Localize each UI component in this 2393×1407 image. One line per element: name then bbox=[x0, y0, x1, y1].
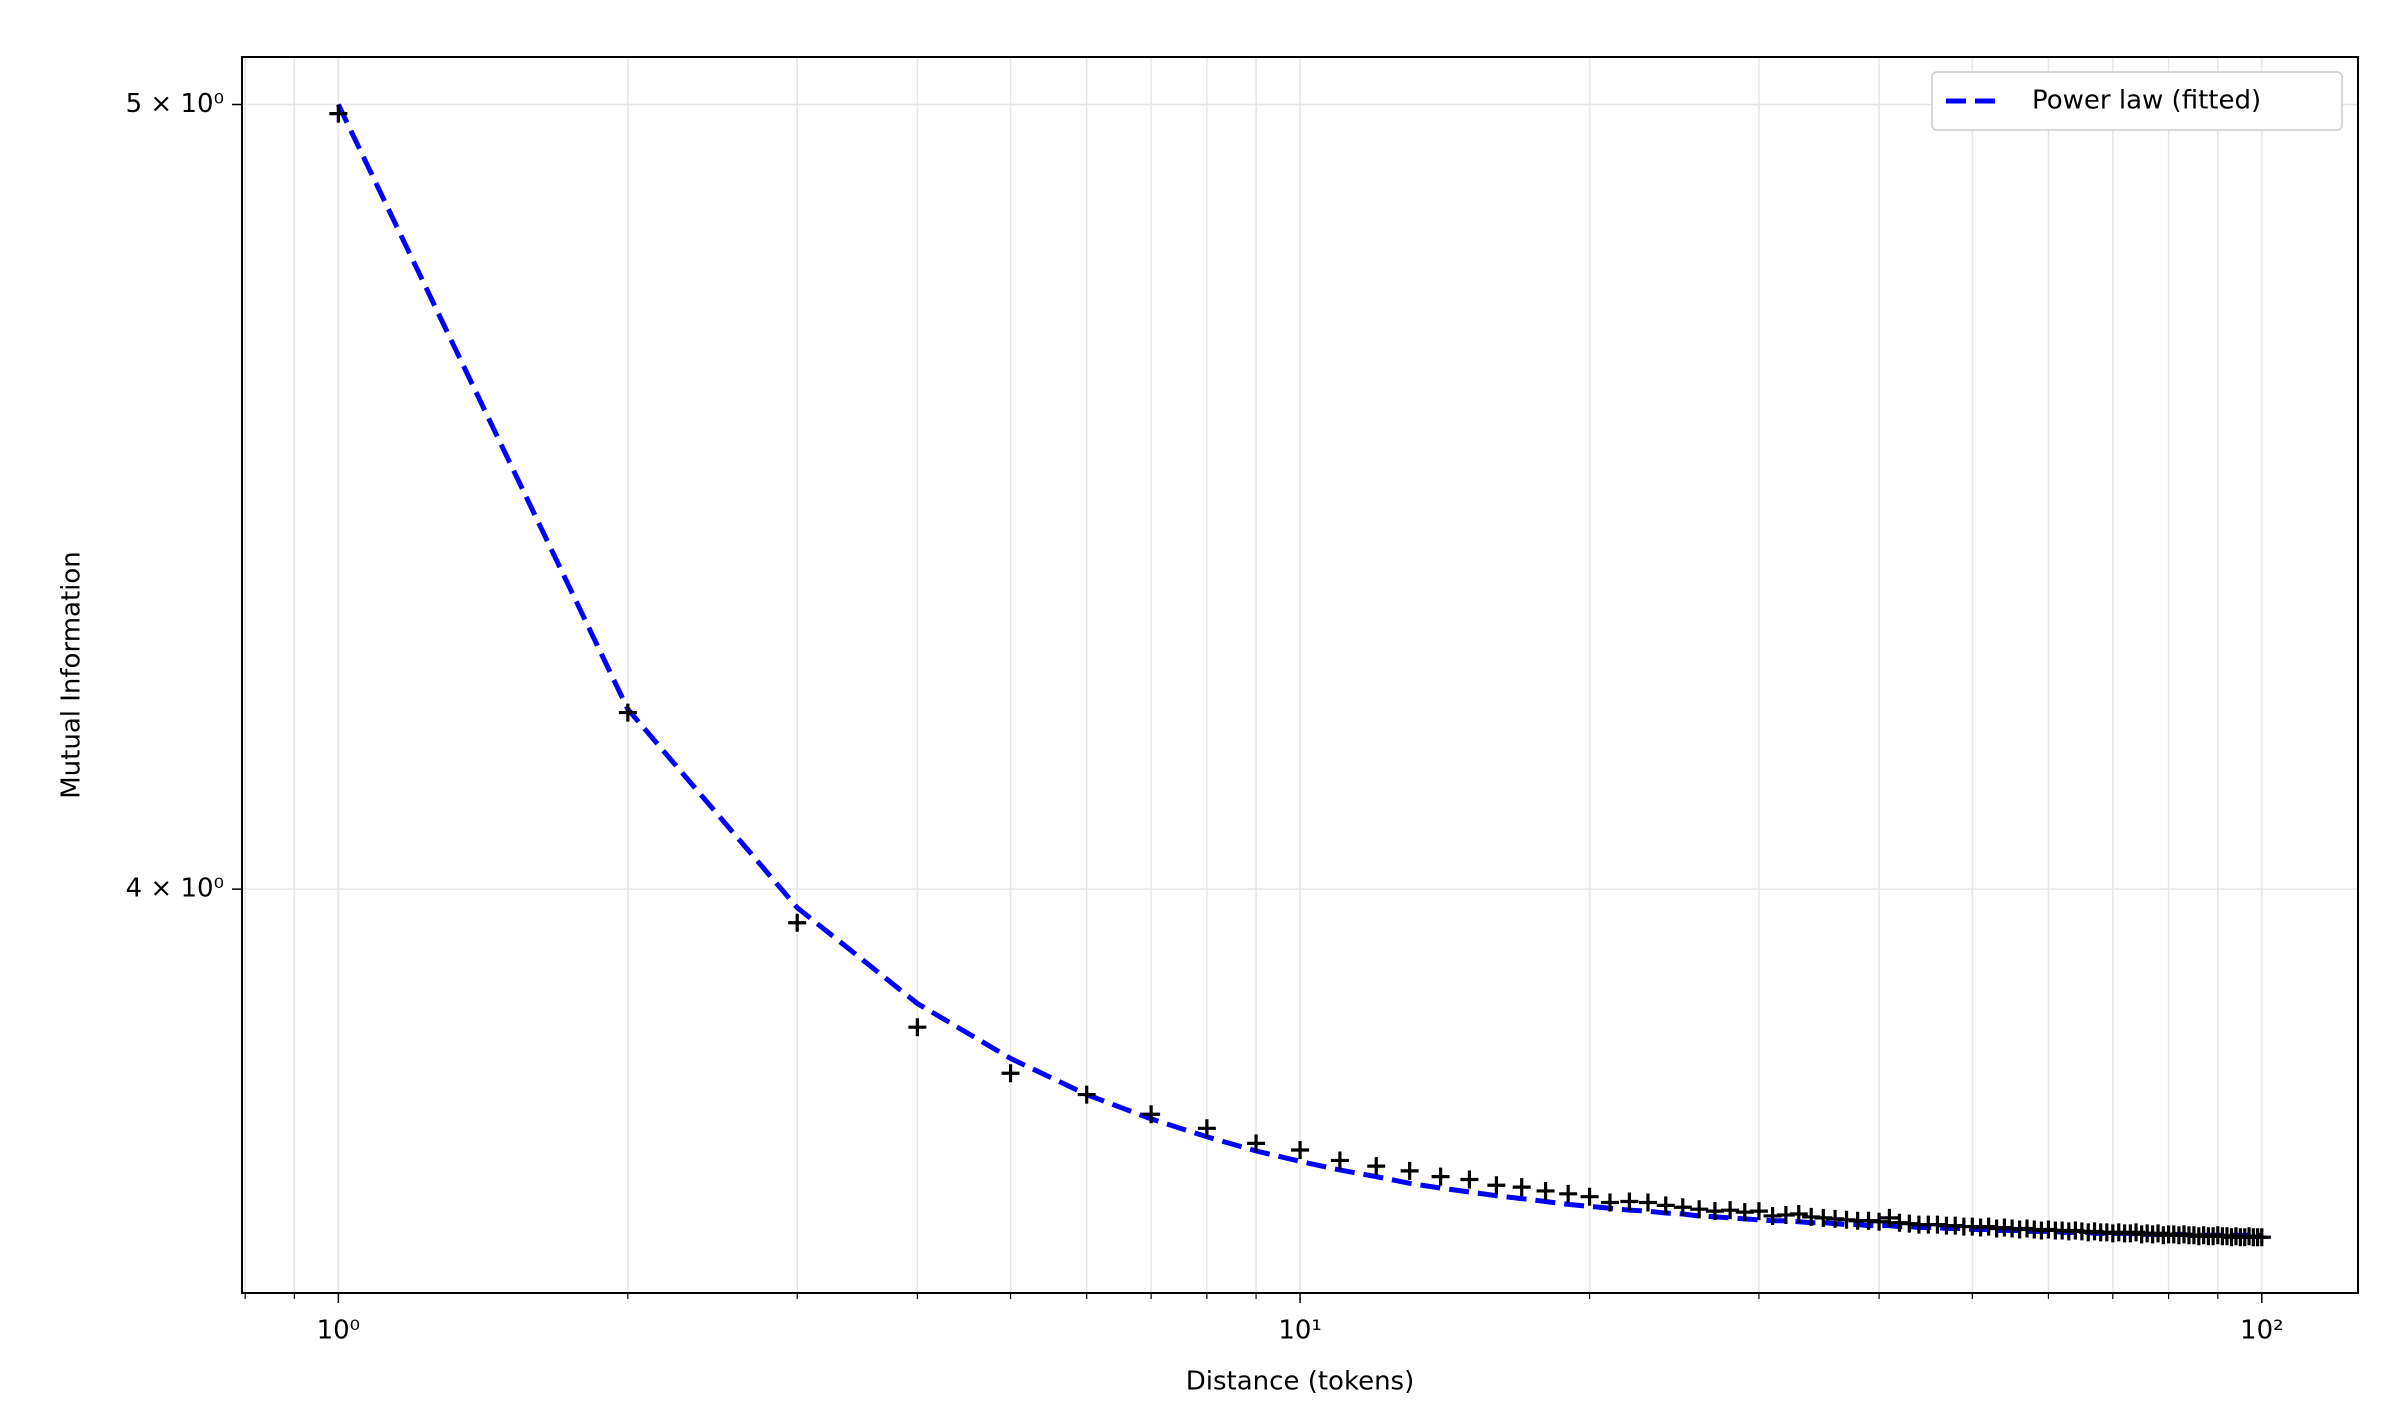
data-point bbox=[1142, 1105, 1161, 1124]
data-point bbox=[2252, 1228, 2271, 1247]
data-point bbox=[1789, 1205, 1808, 1224]
plot-frame bbox=[241, 56, 2359, 1294]
data-point bbox=[1400, 1161, 1419, 1180]
data-point bbox=[1536, 1181, 1555, 1200]
data-point bbox=[1620, 1192, 1639, 1211]
x-tick-label: 10⁰ bbox=[317, 1316, 361, 1346]
data-point bbox=[1690, 1200, 1709, 1219]
x-tick-label: 10² bbox=[2240, 1316, 2284, 1346]
data-point bbox=[1460, 1170, 1479, 1189]
data-point bbox=[1197, 1119, 1216, 1138]
data-point bbox=[1673, 1198, 1692, 1217]
data-point bbox=[1247, 1134, 1266, 1153]
data-point bbox=[1431, 1167, 1450, 1186]
data-point bbox=[1656, 1196, 1675, 1215]
y-tick-label: 5 × 10⁰ bbox=[126, 89, 224, 119]
data-point bbox=[908, 1018, 927, 1037]
data-point bbox=[1705, 1202, 1724, 1221]
data-point bbox=[1512, 1178, 1531, 1197]
x-tick-label: 10¹ bbox=[1278, 1316, 1322, 1346]
data-point bbox=[1870, 1212, 1889, 1231]
data-point bbox=[329, 104, 348, 123]
data-point bbox=[1600, 1193, 1619, 1212]
data-point bbox=[1001, 1064, 1020, 1083]
y-axis-label: Mutual Information bbox=[57, 551, 87, 799]
data-point bbox=[1291, 1141, 1310, 1160]
data-point bbox=[1487, 1176, 1506, 1195]
data-point bbox=[1638, 1193, 1657, 1212]
data-point bbox=[618, 703, 637, 722]
data-point bbox=[1580, 1187, 1599, 1206]
x-axis-label: Distance (tokens) bbox=[1186, 1367, 1415, 1397]
data-point bbox=[1880, 1208, 1899, 1227]
data-point bbox=[1330, 1151, 1349, 1170]
y-tick-label: 4 × 10⁰ bbox=[126, 874, 224, 904]
legend-label: Power law (fitted) bbox=[2032, 86, 2261, 116]
data-point bbox=[1979, 1217, 1998, 1236]
data-point bbox=[1749, 1202, 1768, 1221]
data-point bbox=[1559, 1184, 1578, 1203]
data-point bbox=[1367, 1157, 1386, 1176]
data-point bbox=[788, 913, 807, 932]
plot-area bbox=[329, 103, 2271, 1247]
grid bbox=[242, 57, 2358, 1293]
legend: Power law (fitted) bbox=[1931, 71, 2343, 131]
data-point bbox=[1721, 1201, 1740, 1220]
data-point bbox=[1077, 1085, 1096, 1104]
legend-box bbox=[1931, 71, 2343, 131]
